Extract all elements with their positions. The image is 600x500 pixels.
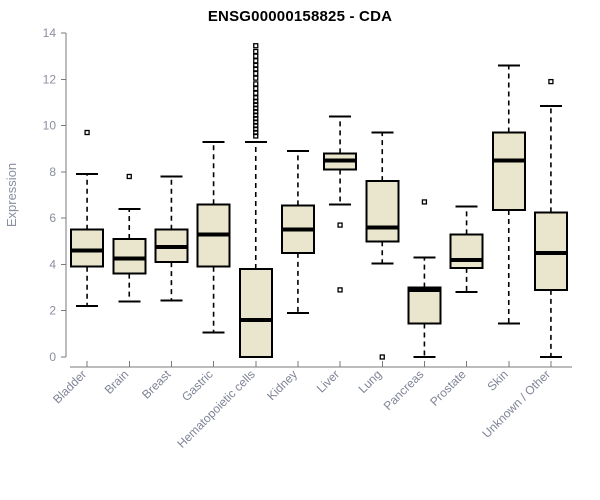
outlier-point bbox=[253, 58, 259, 64]
outlier-point bbox=[379, 354, 385, 360]
outlier-point bbox=[253, 75, 259, 81]
box-iqr bbox=[365, 180, 400, 243]
box-iqr bbox=[491, 131, 526, 212]
category-tick-label: Hematopoietic cells bbox=[174, 367, 257, 450]
y-tick-label: 2 bbox=[49, 304, 56, 318]
y-tick-label: 14 bbox=[43, 26, 57, 40]
boxplot-item bbox=[365, 131, 400, 360]
boxplot-item bbox=[280, 150, 315, 315]
boxplot-item bbox=[449, 205, 484, 294]
outlier-point bbox=[84, 129, 90, 136]
boxplot-item bbox=[238, 43, 273, 358]
category-tick-label: Bladder bbox=[50, 367, 89, 406]
boxplot-item bbox=[533, 78, 568, 358]
outlier-point bbox=[253, 90, 259, 96]
x-axis bbox=[70, 361, 572, 368]
y-tick-label: 6 bbox=[49, 211, 56, 225]
boxplot-item bbox=[407, 199, 442, 358]
category-tick-label: Skin bbox=[484, 367, 510, 393]
box-iqr bbox=[70, 228, 105, 268]
category-tick-label: Liver bbox=[314, 367, 342, 395]
boxplot-item bbox=[70, 129, 105, 308]
outlier-point bbox=[253, 85, 259, 92]
box-iqr bbox=[238, 268, 273, 358]
y-axis: 0 2 4 6 8 10 12 14 bbox=[43, 26, 67, 364]
outlier-point bbox=[253, 95, 259, 101]
category-tick-label: Pancreas bbox=[381, 367, 427, 413]
y-tick-label: 12 bbox=[43, 72, 57, 86]
outlier-point bbox=[421, 199, 428, 205]
y-tick-label: 8 bbox=[49, 165, 56, 179]
outlier-point bbox=[253, 70, 259, 77]
outlier-point bbox=[126, 173, 132, 180]
category-tick-label: Lung bbox=[356, 367, 385, 396]
outlier-point bbox=[253, 48, 259, 55]
boxplot-item bbox=[323, 115, 358, 293]
boxplot-item bbox=[491, 64, 526, 325]
boxplot-item bbox=[154, 175, 189, 302]
box-series bbox=[70, 43, 568, 360]
box-iqr bbox=[112, 237, 147, 275]
outlier-point bbox=[253, 81, 259, 87]
y-tick-label: 10 bbox=[43, 119, 57, 133]
category-tick-label: Kidney bbox=[264, 367, 300, 403]
category-tick-label: Brain bbox=[102, 367, 132, 397]
outlier-point bbox=[337, 287, 343, 293]
chart-title: ENSG00000158825 - CDA bbox=[207, 8, 393, 25]
outlier-point bbox=[253, 53, 259, 59]
category-tick-label: Gastric bbox=[179, 367, 216, 404]
outlier-point bbox=[253, 43, 259, 49]
box-iqr bbox=[407, 286, 442, 325]
box-iqr bbox=[449, 233, 484, 269]
y-axis-title: Expression bbox=[4, 163, 19, 227]
y-tick-label: 0 bbox=[49, 350, 56, 364]
outlier-point bbox=[253, 62, 259, 69]
category-tick-label: Prostate bbox=[427, 367, 469, 409]
category-tick-label: Breast bbox=[139, 367, 174, 402]
outlier-point bbox=[337, 222, 343, 228]
boxplot-item bbox=[196, 140, 231, 334]
boxplot-item bbox=[112, 173, 147, 303]
outlier-point bbox=[548, 78, 554, 85]
y-tick-label: 4 bbox=[49, 257, 56, 271]
